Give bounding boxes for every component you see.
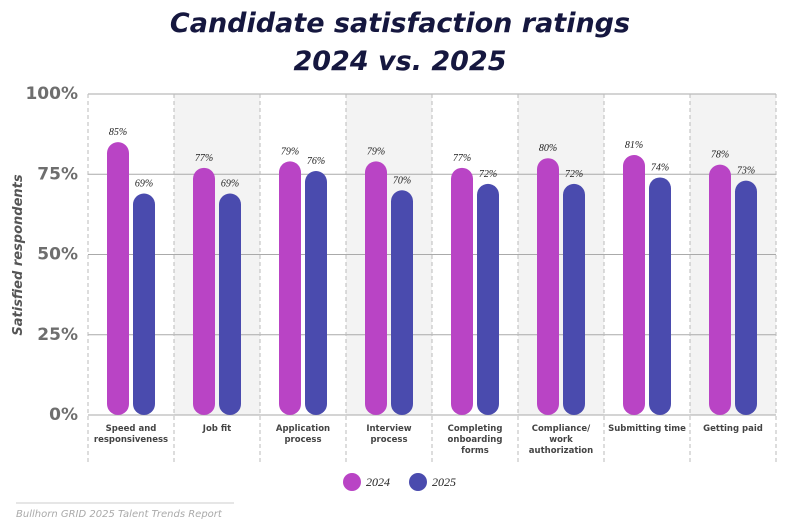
chart-title: 2024 vs. 2025 — [293, 46, 506, 77]
bar — [563, 183, 585, 415]
x-tick-label: Speed and responsiveness — [93, 424, 169, 445]
value-label: 79% — [281, 146, 299, 157]
x-tick-label: Completing onboarding forms — [447, 424, 503, 456]
bar — [391, 190, 413, 415]
y-tick-label: 25% — [37, 325, 78, 345]
x-tick-label: Job fit — [202, 424, 232, 434]
value-label: 74% — [651, 162, 669, 173]
x-tick-label: Application process — [275, 424, 331, 445]
y-tick-label: 100% — [25, 84, 78, 104]
legend-label: 2025 — [432, 475, 456, 489]
x-tick-label: Submitting time — [608, 424, 686, 434]
value-label: 80% — [539, 143, 557, 154]
value-label: 72% — [565, 169, 583, 180]
source: Bullhorn GRID 2025 Talent Trends Report — [16, 509, 223, 520]
value-label: 78% — [711, 150, 729, 161]
x-tick-label: Interview process — [366, 424, 412, 445]
bar — [649, 177, 671, 415]
x-tick-label: Compliance/ work authorization — [528, 424, 594, 456]
legend-swatch — [343, 473, 361, 491]
value-label: 81% — [625, 140, 643, 151]
bar — [537, 158, 559, 415]
value-label: 79% — [367, 146, 385, 157]
bar — [219, 193, 241, 415]
value-label: 69% — [135, 179, 153, 190]
value-label: 70% — [393, 175, 411, 186]
bar — [709, 164, 731, 415]
bar — [623, 154, 645, 416]
bar — [477, 183, 499, 415]
value-label: 85% — [109, 127, 127, 138]
value-label: 76% — [307, 156, 325, 167]
legend-label: 2024 — [366, 475, 390, 489]
legend-swatch — [409, 473, 427, 491]
x-tick-label: Getting paid — [703, 424, 763, 434]
bar — [279, 161, 301, 415]
bar — [133, 193, 155, 415]
bar — [365, 161, 387, 415]
value-label: 69% — [221, 179, 239, 190]
chart-title: Candidate satisfaction ratings — [170, 8, 630, 39]
value-label: 77% — [195, 153, 213, 164]
bar — [193, 167, 215, 415]
value-label: 77% — [453, 153, 471, 164]
y-tick-label: 75% — [37, 164, 78, 184]
y-tick-label: 50% — [37, 245, 78, 265]
bar — [107, 142, 129, 415]
bar — [735, 180, 757, 415]
bar — [451, 167, 473, 415]
value-label: 72% — [479, 169, 497, 180]
y-tick-label: 0% — [49, 405, 78, 425]
y-axis-label: Satisfied respondents — [11, 174, 26, 335]
bar — [305, 171, 327, 415]
value-label: 73% — [737, 166, 755, 177]
